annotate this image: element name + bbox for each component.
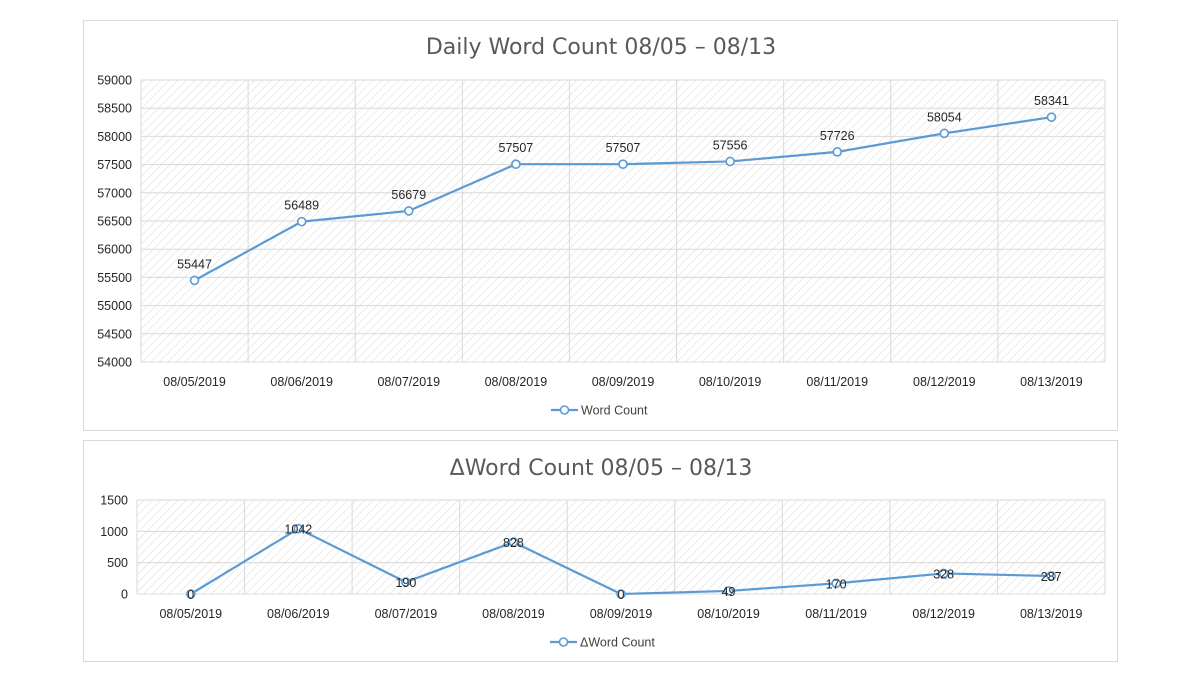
data-label: 57556: [713, 138, 748, 152]
data-point: [832, 147, 843, 157]
data-label: 57507: [499, 141, 534, 155]
data-point: [401, 577, 411, 587]
x-tick-label: 08/13/2019: [1020, 375, 1083, 389]
legend-marker: [558, 637, 569, 647]
data-point: [1046, 571, 1057, 581]
x-tick-label: 08/06/2019: [270, 375, 333, 389]
data-label: 0: [618, 588, 625, 602]
data-label: 58054: [927, 110, 962, 124]
x-tick-label: 08/09/2019: [592, 375, 655, 389]
y-tick-label: 56000: [97, 243, 132, 257]
x-tick-label: 08/07/2019: [375, 607, 438, 621]
data-label: 58341: [1034, 94, 1069, 108]
data-label: 0: [187, 588, 194, 602]
legend-label: Word Count: [581, 404, 648, 418]
x-tick-label: 08/07/2019: [377, 375, 440, 389]
x-tick-label: 08/12/2019: [913, 375, 976, 389]
data-label: 56489: [284, 199, 319, 213]
x-tick-label: 08/08/2019: [482, 607, 545, 621]
y-tick-label: 500: [107, 556, 128, 570]
y-tick-label: 58000: [97, 130, 132, 144]
y-tick-label: 1500: [100, 494, 128, 508]
legend-label: ΔWord Count: [580, 636, 655, 650]
x-tick-label: 08/12/2019: [912, 607, 975, 621]
y-tick-label: 54000: [97, 356, 132, 370]
y-tick-label: 56500: [97, 215, 132, 229]
y-tick-label: 58500: [97, 102, 132, 116]
data-label: 56679: [391, 188, 426, 202]
x-tick-label: 08/10/2019: [697, 607, 760, 621]
y-tick-label: 57500: [97, 158, 132, 172]
data-point: [939, 128, 950, 139]
data-label: 49: [722, 585, 736, 599]
data-point: [618, 159, 628, 170]
x-tick-label: 08/11/2019: [806, 375, 868, 389]
y-tick-label: 59000: [97, 74, 132, 88]
data-label: 57507: [606, 141, 641, 155]
data-point: [296, 216, 307, 227]
x-tick-label: 08/09/2019: [590, 607, 653, 621]
data-label: 190: [395, 576, 416, 590]
data-point: [508, 537, 519, 547]
y-tick-label: 55000: [97, 299, 132, 313]
data-point: [511, 159, 521, 170]
data-point: [185, 589, 196, 599]
data-point: [293, 523, 304, 534]
data-point: [723, 586, 734, 596]
y-tick-label: 0: [121, 588, 128, 602]
y-tick-label: 1000: [100, 525, 128, 539]
x-tick-label: 08/08/2019: [485, 375, 548, 389]
x-tick-label: 08/05/2019: [163, 375, 226, 389]
data-point: [938, 568, 949, 579]
data-point: [725, 156, 735, 167]
data-point: [189, 275, 200, 286]
data-point: [616, 589, 626, 599]
data-label: 57726: [820, 129, 855, 143]
chart-title: ΔWord Count 08/05 – 08/13: [450, 456, 753, 481]
data-label: 828: [503, 536, 524, 550]
y-tick-label: 54500: [97, 327, 132, 341]
x-tick-label: 08/11/2019: [805, 607, 867, 621]
data-label: 1042: [284, 523, 312, 537]
delta-word-count-chart: ΔWord Count 08/05 – 08/13 0 500 1000 1500 08/…: [83, 440, 1118, 662]
word-count-chart-svg: Daily Word Count 08/05 – 08/13 54000 54500…: [97, 35, 1106, 418]
x-tick-label: 08/05/2019: [159, 607, 222, 621]
chart-title: Daily Word Count 08/05 – 08/13: [426, 35, 776, 60]
data-point: [403, 206, 414, 216]
data-point: [1046, 112, 1057, 122]
data-label: 287: [1041, 570, 1062, 584]
data-point: [831, 578, 841, 589]
delta-word-count-chart-svg: ΔWord Count 08/05 – 08/13 0 500 1000 1500 08/…: [100, 456, 1106, 650]
data-label: 170: [826, 577, 847, 591]
x-tick-label: 08/13/2019: [1020, 607, 1083, 621]
x-tick-label: 08/10/2019: [699, 375, 762, 389]
data-label: 328: [933, 567, 954, 581]
plot-area: [137, 500, 1105, 594]
data-label: 55447: [177, 257, 212, 271]
word-count-chart: Daily Word Count 08/05 – 08/13 54000 54500…: [83, 20, 1118, 431]
x-tick-label: 08/06/2019: [267, 607, 330, 621]
y-tick-label: 55500: [97, 271, 132, 285]
y-tick-label: 57000: [97, 186, 132, 200]
legend-marker: [559, 405, 570, 415]
